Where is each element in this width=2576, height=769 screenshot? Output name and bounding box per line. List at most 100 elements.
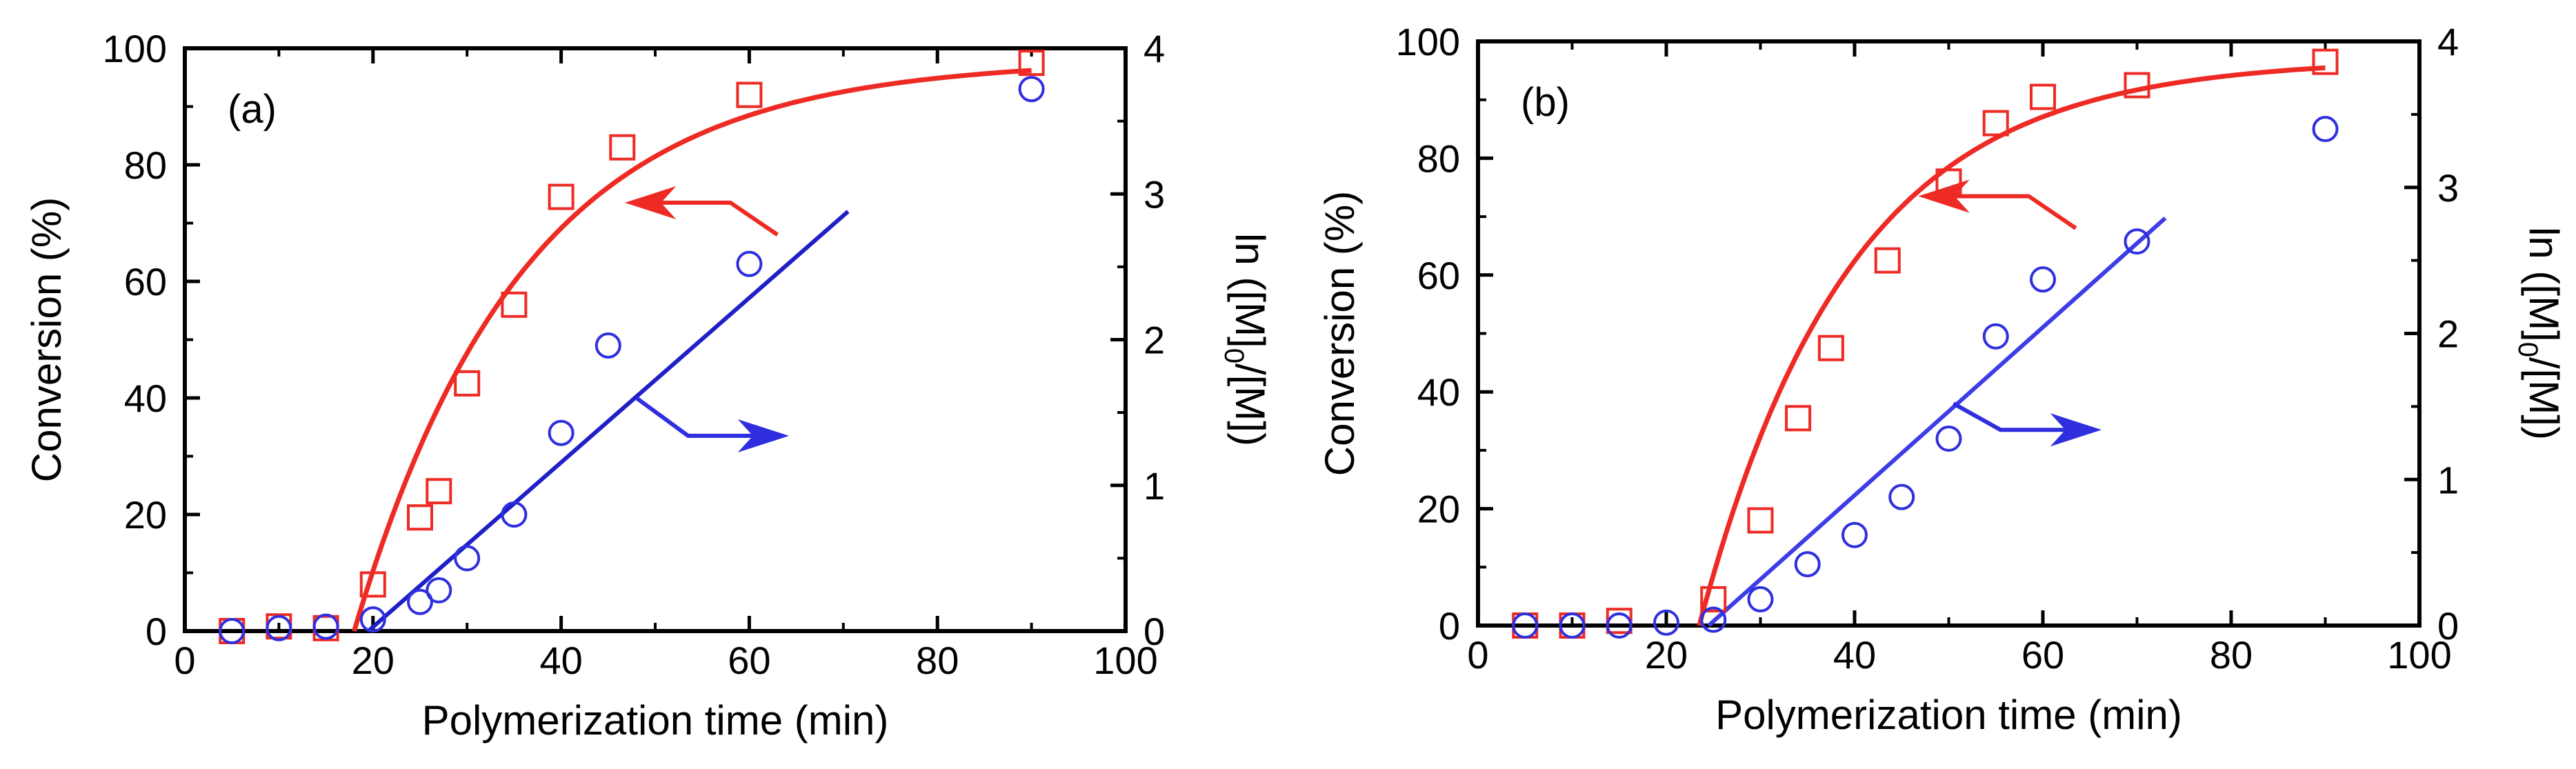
chart-b-y2-tick-label: 3: [2437, 166, 2459, 210]
chart-b-x-tick-label: 20: [1645, 633, 1688, 677]
chart-b-ln-point: [1841, 521, 1868, 548]
chart-a-ln-axis-arrow: [635, 396, 759, 438]
chart-a-plot-frame: [183, 46, 1128, 633]
chart-a-y-tick-label: 80: [124, 143, 167, 187]
chart-b-ln-point: [1935, 425, 1962, 452]
chart-b-conversion-point: [2124, 72, 2150, 99]
chart-b-ln-point: [1747, 586, 1774, 612]
chart-a-ln-point: [501, 501, 528, 528]
chart-a-y-axis-title: Conversion (%): [23, 197, 70, 482]
chart-a-y2-axis-title: ln ([M]0/[M]): [1219, 233, 1273, 446]
chart-b-y2-title-post: /[M]): [2521, 357, 2567, 440]
chart-b-x-tick-label: 80: [2210, 633, 2253, 677]
chart-a-conversion-point: [359, 571, 386, 598]
chart-a-y2-tick-label: 0: [1144, 610, 1165, 653]
chart-a-conversion-point: [407, 504, 433, 531]
chart-b-svg: 0 20 40 60 80 10002040608010001234Polymerizat…: [1317, 20, 2567, 738]
chart-b-ln-point: [1653, 609, 1679, 636]
chart-b-conversion-arrow-head: [1918, 179, 1970, 213]
chart-a-ln-point: [426, 577, 452, 603]
chart-b-y2-tick-label: 2: [2437, 312, 2459, 356]
chart-b-y-tick-label: 60: [1417, 254, 1460, 297]
chart-b-y2-title-sub: 0: [2513, 342, 2543, 357]
chart-a-y2-tick-label: 2: [1144, 319, 1165, 362]
chart-a-conversion-point: [609, 134, 636, 161]
chart-a-svg: 0 20 40 60 80 10002040608010001234Polymerizat…: [23, 27, 1273, 743]
chart-a-conversion-arrow-head: [624, 186, 677, 220]
chart-a-conversion-point: [501, 291, 528, 318]
chart-b-y-tick-label: 20: [1417, 488, 1460, 531]
chart-b-ln-arrow-head: [2050, 413, 2102, 447]
chart-a-fit-conversion-curve: [352, 68, 1032, 632]
chart-b-x-tick-label: 40: [1833, 633, 1876, 677]
chart-b-panel-label: (b): [1521, 80, 1570, 125]
chart-a-ln-point: [219, 618, 246, 644]
chart-b-conversion-point: [1817, 334, 1844, 361]
chart-a-x-tick-label: 0: [174, 639, 195, 682]
chart-a-y2-tick-label: 3: [1144, 172, 1165, 216]
chart-a-fit-ln-line: [367, 210, 850, 633]
chart-a-x-tick-label: 60: [728, 639, 770, 682]
chart-b-fit-conversion-curve: [1697, 65, 2326, 626]
chart-b-y-tick-label: 80: [1417, 137, 1460, 180]
chart-a-conversion-point: [736, 81, 763, 108]
chart-a-panel-label: (a): [228, 87, 277, 132]
chart-a-ln-point: [548, 419, 575, 446]
chart-b-ln-point: [1512, 612, 1539, 639]
chart-a-y2-title-pre: ln ([M]: [1227, 233, 1273, 348]
chart-a-x-tick-label: 20: [352, 639, 395, 682]
chart-b-conversion-point: [1700, 586, 1727, 612]
chart-a-conversion-axis-arrow: [655, 200, 779, 237]
chart-b-ln-point: [1794, 551, 1821, 578]
chart-b-y-tick-label: 40: [1417, 370, 1460, 414]
chart-b-conversion-point: [2030, 83, 2056, 110]
chart-a-x-tick-label: 40: [539, 639, 582, 682]
chart-a-x-axis-title: Polymerization time (min): [422, 697, 889, 743]
chart-a-ln-point: [266, 615, 292, 641]
chart-b-conversion-point: [1747, 507, 1774, 534]
chart-b-y2-axis-title: ln ([M]0/[M]): [2513, 227, 2567, 440]
chart-b-conversion-point: [1982, 110, 2009, 137]
chart-b-conversion-point: [1874, 247, 1901, 274]
chart-b-y-tick-label: 100: [1396, 20, 1460, 63]
chart-b-ln-point: [1559, 612, 1586, 639]
chart-b-x-tick-label: 60: [2021, 633, 2064, 677]
chart-a-y2-tick-label: 1: [1144, 464, 1165, 508]
chart-a-y2-tick-label: 4: [1144, 27, 1165, 70]
chart-b-ln-point: [2030, 266, 2056, 293]
chart-a-x-tick-label: 100: [1093, 639, 1157, 682]
chart-b-ln-point: [1982, 323, 2009, 350]
chart-b-ln-point: [1606, 612, 1633, 639]
chart-a-conversion-point: [454, 370, 481, 397]
chart-b-y-tick-label: 0: [1439, 604, 1460, 648]
chart-a-y2-title-post: /[M]): [1227, 363, 1273, 446]
chart-b-plot-frame: [1476, 39, 2422, 628]
chart-a-ln-point: [1018, 76, 1045, 103]
chart-a-ln-point: [736, 250, 763, 277]
chart-a-y-tick-label: 100: [103, 27, 167, 70]
chart-b-x-tick-label: 100: [2387, 633, 2451, 677]
chart-a-ln-point: [595, 332, 621, 359]
chart-a-y2-title-sub: 0: [1219, 348, 1249, 363]
chart-panel-b: 0 20 40 60 80 100 0 20 40 60 80 100 0 1 2 3 4 Polymerizat…: [1288, 0, 2576, 769]
chart-b-conversion-point: [2312, 48, 2339, 75]
chart-b-ln-point: [2312, 116, 2339, 143]
chart-b-y2-tick-label: 4: [2437, 20, 2459, 63]
chart-b-ln-point: [1700, 606, 1727, 633]
chart-a-ln-point: [359, 606, 386, 633]
chart-a-ln-arrow-head: [737, 419, 790, 453]
chart-b-ln-point: [1888, 483, 1915, 510]
chart-a-ln-point: [454, 545, 481, 572]
chart-b-fit-ln-line: [1707, 216, 2167, 628]
chart-a-y-tick-label: 60: [124, 260, 167, 303]
chart-b-x-tick-label: 0: [1467, 633, 1488, 677]
chart-a-ln-point: [312, 613, 339, 640]
chart-panel-a: 0 20 40 60 80 100 0 20 40 60 80 100 0 1 2 3 4 Polymerizat…: [23, 27, 1273, 743]
chart-b-y-axis-title: Conversion (%): [1317, 191, 1363, 476]
chart-a-y-tick-label: 0: [146, 610, 167, 653]
chart-a-ln-point: [407, 588, 433, 615]
chart-a-conversion-point: [1018, 50, 1045, 77]
chart-b-y2-title-pre: ln ([M]: [2521, 227, 2567, 342]
chart-a-y-tick-label: 20: [124, 493, 167, 537]
chart-b-x-axis-title: Polymerization time (min): [1715, 692, 2182, 738]
